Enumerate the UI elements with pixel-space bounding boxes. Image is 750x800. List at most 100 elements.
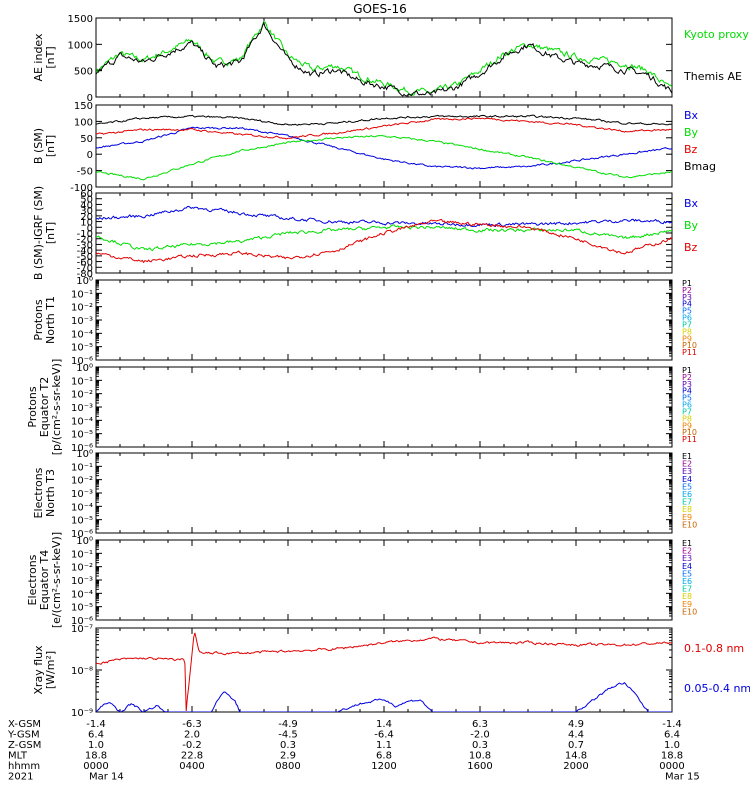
ephemeris-label: Y-GSM — [7, 730, 40, 741]
y-tick-label: 10 — [80, 218, 93, 229]
panel-xray: 10⁻⁷ 10⁻⁸ 10⁻⁹ Xray flux [W/m²] 0.1-0.8 nm 0.0… — [32, 624, 750, 719]
y-tick-label: 1500 — [68, 14, 93, 25]
y-tick-label: 10⁻³ — [71, 489, 93, 500]
legend-p2: P2 — [682, 373, 692, 382]
panel-frame — [95, 366, 673, 448]
y-tick-label: -20 — [77, 235, 93, 246]
series-bx — [96, 126, 672, 170]
ephemeris-value: 22.8 — [181, 751, 203, 762]
ephemeris-value: -1.4 — [86, 719, 106, 730]
y-tick-label: 10⁻⁶ — [71, 529, 93, 540]
ephemeris-value: 6.4 — [664, 730, 680, 741]
y-axis-label: Electrons — [26, 554, 39, 605]
legend-e8: E8 — [682, 592, 692, 601]
legend-e9: E9 — [682, 513, 692, 522]
legend-e1: E1 — [682, 452, 692, 461]
y-axis-label: [nT] — [44, 222, 57, 244]
legend-e10: E10 — [682, 520, 697, 529]
legend-bx: Bx — [684, 197, 699, 210]
y-tick-label: 0 — [87, 150, 93, 161]
legend-0-1-0-8-nm: 0.1-0.8 nm — [684, 642, 744, 655]
y-tick-label: 10⁻⁴ — [71, 589, 93, 600]
legend-e1: E1 — [682, 539, 692, 548]
y-tick-label: 10⁻⁴ — [71, 329, 93, 340]
legend-p6: P6 — [682, 314, 692, 323]
legend-e5: E5 — [682, 482, 692, 491]
ephemeris-value: 1.0 — [88, 740, 104, 751]
ephemeris-value: 1.4 — [376, 719, 392, 730]
y-tick-label: -80 — [77, 269, 93, 280]
panel-protons_t2: 10⁰ 10⁻¹ 10⁻² 10⁻³ 10⁻⁴ 10⁻⁵ 10⁻⁶ Protons Equato… — [26, 359, 697, 456]
panel-frame — [95, 452, 673, 534]
y-axis-label: North T1 — [44, 296, 57, 344]
y-tick-label: 10⁻³ — [71, 403, 93, 414]
legend-p4: P4 — [682, 387, 692, 396]
legend-p7: P7 — [682, 407, 692, 416]
y-tick-label: -40 — [77, 246, 93, 257]
legend-e7: E7 — [682, 585, 692, 594]
ephemeris-value: 0000 — [659, 761, 684, 772]
y-tick-label: 60 — [80, 189, 93, 200]
series-bz — [96, 219, 672, 264]
y-tick-label: -60 — [77, 258, 93, 269]
ephemeris-value: 1600 — [467, 761, 492, 772]
legend-p5: P5 — [682, 307, 692, 316]
ephemeris-value: -4.9 — [278, 719, 298, 730]
y-axis-label: AE index — [32, 33, 45, 82]
y-tick-label: 50 — [80, 134, 93, 145]
y-axis-label: North T3 — [44, 469, 57, 517]
panel-protons_t1: 10⁰ 10⁻¹ 10⁻² 10⁻³ 10⁻⁴ 10⁻⁵ 10⁻⁶ Protons North … — [32, 276, 697, 367]
legend-p3: P3 — [682, 293, 692, 302]
ephemeris-value: Mar 14 — [89, 772, 124, 783]
series-kyoto-proxy-ae — [96, 21, 672, 97]
y-tick-label: 1000 — [68, 40, 93, 51]
y-axis-label: Equator T4 — [38, 550, 51, 610]
legend-p4: P4 — [682, 300, 692, 309]
ephemeris-value: -6.3 — [182, 719, 202, 730]
ephemeris-label: 2021 — [8, 772, 33, 783]
ephemeris-value: 18.8 — [85, 751, 107, 762]
y-tick-label: 10⁻³ — [71, 576, 93, 587]
y-tick-label: -50 — [77, 167, 93, 178]
y-tick-label: 10⁻⁴ — [71, 502, 93, 513]
ephemeris-value: 6.4 — [88, 730, 104, 741]
y-tick-label: 10⁻¹ — [71, 549, 93, 560]
y-tick-label: 10⁻⁹ — [71, 708, 93, 719]
ephemeris-value: 18.8 — [661, 751, 683, 762]
y-tick-label: 10⁻³ — [71, 316, 93, 327]
y-tick-label: 10⁻⁷ — [71, 624, 93, 635]
y-axis-label: [e/(cm²-s-sr-keV)] — [50, 532, 63, 628]
legend-e7: E7 — [682, 498, 692, 507]
y-tick-label: 10⁻⁶ — [71, 443, 93, 454]
series-0-05-0-4-nm — [96, 682, 672, 712]
series-0-1-0-8-nm — [96, 632, 672, 712]
y-tick-label: -100 — [70, 183, 93, 194]
ephemeris-value: 10.8 — [469, 751, 491, 762]
legend-p11: P11 — [682, 435, 697, 444]
legend-bz: Bz — [684, 241, 698, 254]
legend-p2: P2 — [682, 286, 692, 295]
y-tick-label: 500 — [74, 67, 93, 78]
y-tick-label: 10⁻⁵ — [71, 430, 93, 441]
ephemeris-value: 0000 — [83, 761, 108, 772]
y-tick-label: -50 — [77, 252, 93, 263]
y-axis-label: [nT] — [44, 46, 57, 68]
legend-p8: P8 — [682, 327, 692, 336]
legend-p3: P3 — [682, 380, 692, 389]
panel-electrons_t4: 10⁰ 10⁻¹ 10⁻² 10⁻³ 10⁻⁴ 10⁻⁵ 10⁻⁶ Electrons Equa… — [26, 532, 697, 628]
y-axis-label: Electrons — [32, 467, 45, 518]
ephemeris-value: 14.8 — [565, 751, 587, 762]
y-axis-label: [W/m²] — [44, 651, 57, 689]
ephemeris-value: 1200 — [371, 761, 396, 772]
legend-p9: P9 — [682, 334, 692, 343]
y-tick-label: 10⁻¹ — [71, 376, 93, 387]
y-tick-label: 0 — [87, 93, 93, 104]
ephemeris-value: 1.0 — [664, 740, 680, 751]
y-tick-label: 50 — [80, 195, 93, 206]
y-tick-label: 10⁻² — [71, 390, 93, 401]
legend-p11: P11 — [682, 348, 697, 357]
ephemeris-label: Z-GSM — [8, 740, 41, 751]
legend-e10: E10 — [682, 607, 697, 616]
y-tick-label: 10⁻² — [71, 303, 93, 314]
y-tick-label: 10⁻¹ — [71, 462, 93, 473]
